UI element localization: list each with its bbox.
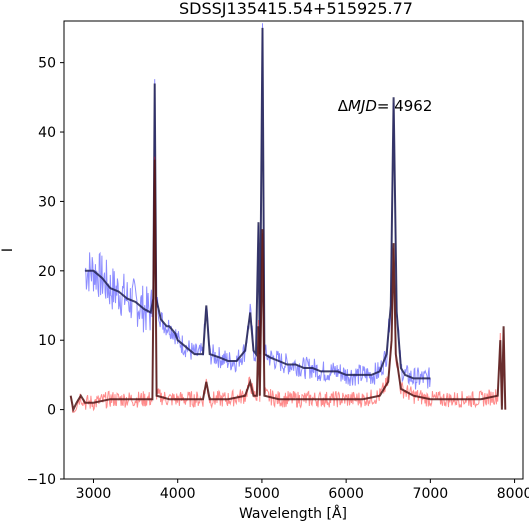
y-tick-label: 30	[38, 194, 56, 210]
y-tick-label: 0	[47, 403, 56, 419]
y-tick-label: 40	[38, 125, 56, 141]
annotation-italic: MJD	[348, 97, 377, 115]
x-tick-label: 8000	[497, 486, 529, 502]
series-1-smooth	[69, 159, 507, 413]
annotation-suffix: = 4962	[377, 97, 433, 115]
plot-frame	[63, 20, 524, 480]
x-tick-label: 4000	[160, 486, 196, 502]
series-layer	[69, 23, 507, 414]
y-tick-label: 50	[38, 56, 56, 72]
y-tick-label: −10	[26, 472, 56, 488]
x-tick-label: 5000	[244, 486, 280, 502]
series-0-smooth	[85, 27, 431, 380]
x-tick-label: 6000	[328, 486, 364, 502]
series-1	[69, 156, 507, 414]
x-tick-label: 7000	[413, 486, 449, 502]
svg-text:ΔMJD= 4962: ΔMJD= 4962	[338, 97, 433, 115]
x-axis-label: Wavelength [Å]	[239, 505, 347, 522]
chart-title: SDSSJ135415.54+515925.77	[179, 0, 413, 18]
series-1-line	[70, 156, 506, 414]
y-tick-label: 20	[38, 264, 56, 280]
y-axis-ticks: −10 0 10 20 30 40 50	[26, 56, 64, 488]
x-tick-label: 3000	[76, 486, 112, 502]
y-tick-label: 10	[38, 333, 56, 349]
y-axis-label: I	[0, 248, 16, 252]
annotation-prefix: Δ	[338, 97, 349, 115]
annotation: ΔMJD= 4962	[338, 97, 433, 115]
x-axis-ticks: 3000 4000 5000 6000 7000 8000	[76, 479, 529, 502]
